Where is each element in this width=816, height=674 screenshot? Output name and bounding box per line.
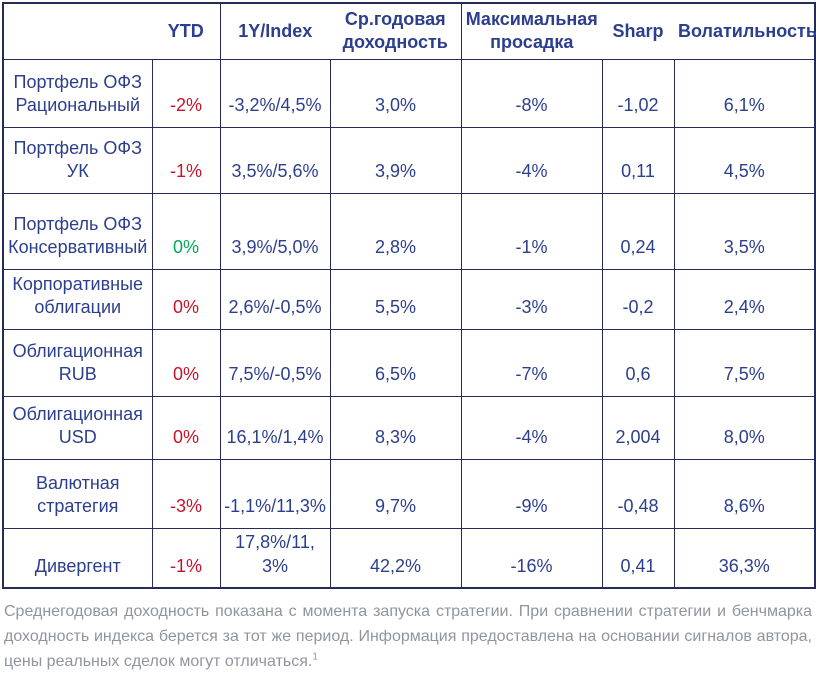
- max-drawdown-cell: -1%: [460, 192, 603, 270]
- ytd-cell: 0%: [151, 395, 221, 460]
- ytd-cell: 0%: [151, 268, 221, 330]
- strategy-name-cell: Облигационная USD: [2, 395, 153, 460]
- one-year-index-cell: 3,5%/5,6%: [219, 126, 331, 194]
- volatility-cell: 36,3%: [673, 527, 816, 589]
- strategy-name-cell: Облигационная RUB: [2, 328, 153, 397]
- avg-annual-return-cell: 3,0%: [329, 58, 462, 128]
- one-year-index-cell: 3,9%/5,0%: [219, 192, 331, 270]
- strategy-name-cell: Портфель ОФЗ Консервативный: [2, 192, 153, 270]
- avg-annual-return-cell: 6,5%: [329, 328, 462, 397]
- table-row: Облигационная USD 0% 16,1%/1,4% 8,3% -4% 2,00…: [2, 395, 816, 460]
- max-drawdown-cell: -4%: [460, 395, 603, 460]
- strategy-performance-table: YTD 1Y/Index Ср.годовая доходность Макси…: [2, 2, 816, 589]
- strategy-name-cell: Дивергент: [2, 527, 153, 589]
- table-row: Портфель ОФЗ Рациональный -2% -3,2%/4,5% 3,…: [2, 58, 816, 128]
- col-header-avg-annual-return: Ср.годовая доходность: [330, 3, 461, 60]
- one-year-index-cell: -3,2%/4,5%: [219, 58, 331, 128]
- volatility-cell: 2,4%: [673, 268, 816, 330]
- table-row: Портфель ОФЗ Консервативный 0% 3,9%/5,0% 2,…: [2, 192, 816, 270]
- sharp-cell: 0,24: [601, 192, 675, 270]
- volatility-cell: 6,1%: [673, 58, 816, 128]
- table-row: Облигационная RUB 0% 7,5%/-0,5% 6,5% -7% 0,6 7…: [2, 328, 816, 397]
- avg-annual-return-cell: 8,3%: [329, 395, 462, 460]
- col-header-ytd: YTD: [152, 3, 220, 60]
- col-header-volatility: Волатильность: [674, 3, 816, 60]
- sharp-cell: -1,02: [601, 58, 675, 128]
- max-drawdown-cell: -7%: [460, 328, 603, 397]
- ytd-cell: -3%: [151, 458, 221, 529]
- sharp-cell: 2,004: [601, 395, 675, 460]
- col-header-max-drawdown: Максимальная просадка: [460, 3, 602, 60]
- strategy-name-cell: Портфель ОФЗ Рациональный: [2, 58, 153, 128]
- avg-annual-return-cell: 9,7%: [329, 458, 462, 529]
- strategy-name-cell: Корпоративные облигации: [2, 268, 153, 330]
- ytd-cell: -1%: [151, 527, 221, 589]
- sharp-cell: -0,48: [601, 458, 675, 529]
- one-year-index-cell: 2,6%/-0,5%: [219, 268, 331, 330]
- max-drawdown-cell: -3%: [460, 268, 603, 330]
- one-year-index-cell: 17,8%/11,3%: [219, 527, 331, 589]
- table-body: Портфель ОФЗ Рациональный -2% -3,2%/4,5% 3,…: [2, 58, 816, 589]
- table-row: Валютная стратегия -3% -1,1%/11,3% 9,7% -9% -…: [2, 458, 816, 529]
- sharp-cell: 0,11: [601, 126, 675, 194]
- max-drawdown-cell: -16%: [460, 527, 603, 589]
- col-header-strategy: [3, 3, 152, 60]
- avg-annual-return-cell: 42,2%: [329, 527, 462, 589]
- strategy-name-cell: Валютная стратегия: [2, 458, 153, 529]
- col-header-sharp: Sharp: [602, 3, 674, 60]
- ytd-cell: 0%: [151, 328, 221, 397]
- ytd-cell: -2%: [151, 58, 221, 128]
- one-year-index-cell: 7,5%/-0,5%: [219, 328, 331, 397]
- sharp-cell: 0,41: [601, 527, 675, 589]
- one-year-index-cell: 16,1%/1,4%: [219, 395, 331, 460]
- strategy-name-cell: Портфель ОФЗ УК: [2, 126, 153, 194]
- max-drawdown-cell: -9%: [460, 458, 603, 529]
- ytd-cell: 0%: [151, 192, 221, 270]
- header-row: YTD 1Y/Index Ср.годовая доходность Макси…: [3, 3, 816, 60]
- volatility-cell: 8,6%: [673, 458, 816, 529]
- ytd-cell: -1%: [151, 126, 221, 194]
- footnote-superscript: 1: [312, 651, 318, 663]
- volatility-cell: 3,5%: [673, 192, 816, 270]
- table-row: Портфель ОФЗ УК -1% 3,5%/5,6% 3,9% -4% 0,11 4,…: [2, 126, 816, 194]
- sharp-cell: -0,2: [601, 268, 675, 330]
- table-row: Дивергент -1% 17,8%/11,3% 42,2% -16% 0,41 36,3…: [2, 527, 816, 589]
- table-row: Корпоративные облигации 0% 2,6%/-0,5% 5,5% -…: [2, 268, 816, 330]
- one-year-index-cell: -1,1%/11,3%: [219, 458, 331, 529]
- avg-annual-return-cell: 5,5%: [329, 268, 462, 330]
- volatility-cell: 4,5%: [673, 126, 816, 194]
- sharp-cell: 0,6: [601, 328, 675, 397]
- max-drawdown-cell: -8%: [460, 58, 603, 128]
- volatility-cell: 8,0%: [673, 395, 816, 460]
- avg-annual-return-cell: 3,9%: [329, 126, 462, 194]
- volatility-cell: 7,5%: [673, 328, 816, 397]
- col-header-1y-index: 1Y/Index: [219, 3, 330, 60]
- max-drawdown-cell: -4%: [460, 126, 603, 194]
- avg-annual-return-cell: 2,8%: [329, 192, 462, 270]
- footnote: Среднегодовая доходность показана с моме…: [4, 599, 812, 674]
- footnote-text: Среднегодовая доходность показана с моме…: [4, 603, 812, 670]
